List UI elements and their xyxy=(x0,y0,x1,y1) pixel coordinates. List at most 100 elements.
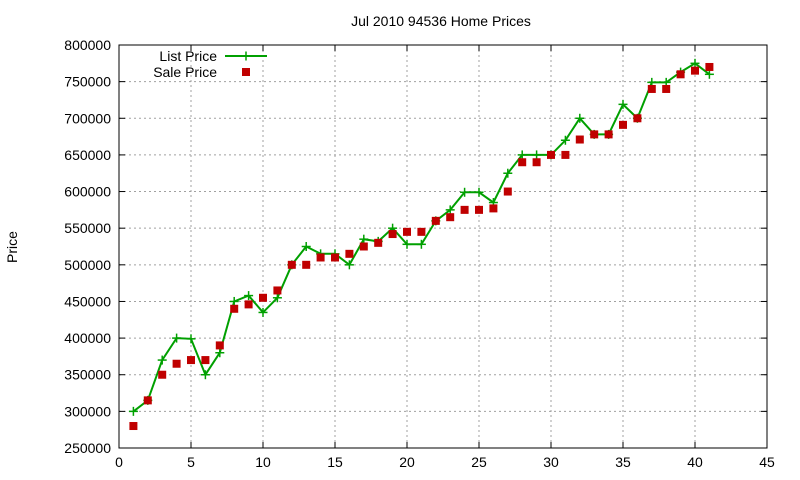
x-tick-label: 5 xyxy=(187,454,195,470)
y-tick-label: 400000 xyxy=(64,330,111,346)
list-price-point xyxy=(690,58,700,68)
y-tick-label: 550000 xyxy=(64,220,111,236)
sale-price-point xyxy=(489,204,498,213)
sale-price-point xyxy=(575,135,584,144)
list-price-point xyxy=(359,234,369,244)
list-price-point xyxy=(532,150,542,160)
list-price-point xyxy=(258,307,268,317)
list-price-point xyxy=(704,69,714,79)
sale-price-point xyxy=(619,120,627,129)
y-axis-label: Price xyxy=(4,231,20,263)
sale-price-point xyxy=(215,341,224,350)
list-price-point xyxy=(560,135,570,145)
y-tick-label: 600000 xyxy=(64,184,111,200)
list-price-point xyxy=(301,242,311,251)
list-price-point xyxy=(618,99,628,109)
sale-price-point xyxy=(201,356,210,365)
y-tick-label: 750000 xyxy=(64,74,111,90)
list-price-point xyxy=(503,168,513,178)
list-price-point xyxy=(402,239,412,249)
sale-price-point xyxy=(561,150,570,159)
sale-price-point xyxy=(143,396,152,405)
x-tick-label: 0 xyxy=(115,454,123,470)
legend-label-sale-price: Sale Price xyxy=(153,64,217,80)
legend-label-list-price: List Price xyxy=(159,48,217,64)
sale-price-point xyxy=(374,238,383,247)
x-tick-label: 25 xyxy=(471,454,487,470)
list-price-point xyxy=(215,348,225,358)
legend: List Price Sale Price xyxy=(153,48,267,80)
x-tick-label: 20 xyxy=(399,454,415,470)
y-tick-label: 350000 xyxy=(64,367,111,383)
series xyxy=(128,58,714,431)
legend-square xyxy=(242,68,250,76)
list-price-point xyxy=(517,150,527,160)
list-price-point xyxy=(229,296,239,306)
sale-price-point xyxy=(604,130,613,139)
axis-ticks: 0 5 10 15 20 25 30 35 40 45 250000 300000 350000 4000… xyxy=(64,37,775,470)
y-tick-label: 300000 xyxy=(64,403,111,419)
sale-price-point xyxy=(503,187,512,196)
sale-price-point xyxy=(403,227,411,236)
sale-price-point xyxy=(158,370,167,379)
sale-price-point xyxy=(662,84,671,93)
x-tick-label: 45 xyxy=(759,454,775,470)
sale-price-point xyxy=(273,286,282,295)
y-tick-label: 800000 xyxy=(64,37,111,53)
sale-price-point xyxy=(388,230,397,239)
list-price-point xyxy=(186,334,196,344)
list-price-point xyxy=(416,239,426,249)
sale-price-point xyxy=(172,359,181,368)
legend-symbol-sale-price xyxy=(242,68,250,76)
sale-price-point xyxy=(345,249,354,258)
x-tick-label: 15 xyxy=(327,454,343,470)
sale-price-point xyxy=(287,260,296,269)
sale-price-point xyxy=(676,70,685,79)
x-tick-label: 10 xyxy=(255,454,271,470)
sale-price-point xyxy=(230,304,239,313)
sale-price-point xyxy=(331,253,339,262)
sale-price-point xyxy=(475,205,483,214)
x-tick-label: 40 xyxy=(687,454,703,470)
list-price-point xyxy=(200,370,210,380)
y-tick-label: 500000 xyxy=(64,257,111,273)
x-tick-label: 35 xyxy=(615,454,631,470)
sale-price-point xyxy=(532,158,541,167)
sale-price-point xyxy=(316,253,325,262)
list-price-point xyxy=(272,293,282,303)
sale-price-point xyxy=(705,62,714,71)
y-tick-label: 450000 xyxy=(64,293,111,309)
chart-title: Jul 2010 94536 Home Prices xyxy=(351,13,531,29)
sale-price-point xyxy=(547,150,555,159)
list-price-point xyxy=(344,260,354,270)
sale-price-point xyxy=(187,356,195,365)
y-tick-label: 250000 xyxy=(64,440,111,456)
plot-frame xyxy=(118,44,768,449)
list-price-point xyxy=(575,113,585,123)
x-tick-label: 30 xyxy=(543,454,559,470)
y-tick-label: 650000 xyxy=(64,147,111,163)
sale-price-point xyxy=(691,66,699,75)
list-price-point xyxy=(244,291,254,301)
sale-price-point xyxy=(446,213,455,222)
list-price-point xyxy=(172,333,182,343)
sale-price-point xyxy=(590,130,599,139)
sale-price-point xyxy=(259,293,267,302)
sale-price-point xyxy=(460,205,469,214)
list-price-point xyxy=(128,406,138,416)
sale-price-point xyxy=(633,114,642,123)
grid xyxy=(119,45,767,448)
y-tick-label: 700000 xyxy=(64,110,111,126)
sale-price-point xyxy=(431,216,440,225)
list-price-point xyxy=(157,355,167,365)
sale-price-point xyxy=(647,84,656,93)
sale-price-point xyxy=(244,300,253,309)
list-price-point xyxy=(474,187,484,197)
legend-symbol-list-price xyxy=(225,51,267,61)
sale-price-point xyxy=(518,158,527,167)
list-price-point xyxy=(445,205,455,215)
sale-price-point xyxy=(417,227,426,236)
sale-price-point xyxy=(302,260,311,269)
